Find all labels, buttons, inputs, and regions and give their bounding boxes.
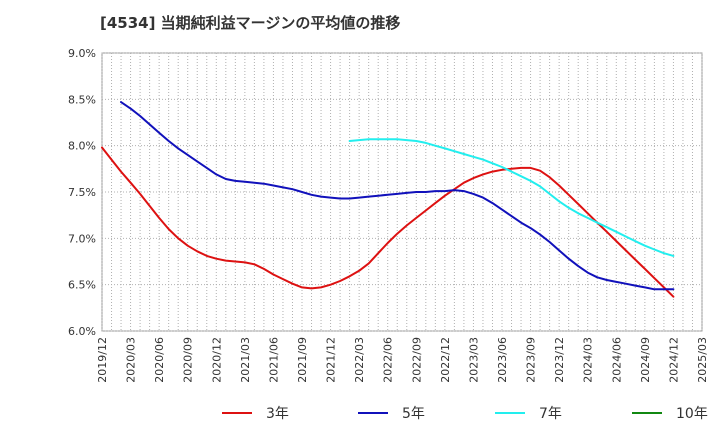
chart-title: [4534] 当期純利益マージンの平均値の推移 bbox=[100, 14, 401, 32]
x-tick-label: 2023/12 bbox=[553, 337, 566, 383]
y-tick-label: 9.0% bbox=[68, 47, 96, 60]
x-tick-label: 2021/03 bbox=[239, 337, 252, 383]
x-tick-label: 2019/12 bbox=[96, 337, 109, 383]
y-tick-label: 7.0% bbox=[68, 232, 96, 245]
x-tick-label: 2022/06 bbox=[382, 337, 395, 383]
x-tick-label: 2022/03 bbox=[353, 337, 366, 383]
legend-label: 7年 bbox=[539, 406, 562, 422]
x-tick-label: 2024/12 bbox=[667, 337, 680, 383]
x-tick-label: 2020/09 bbox=[182, 337, 195, 383]
x-tick-label: 2020/03 bbox=[125, 337, 138, 383]
y-tick-label: 7.5% bbox=[68, 186, 96, 199]
y-tick-label: 6.5% bbox=[68, 279, 96, 292]
legend-label: 3年 bbox=[266, 406, 289, 422]
x-tick-label: 2022/09 bbox=[410, 337, 423, 383]
series-line-2 bbox=[120, 101, 675, 291]
x-tick-label: 2024/09 bbox=[639, 337, 652, 383]
x-tick-label: 2021/09 bbox=[296, 337, 309, 383]
x-tick-label: 2024/03 bbox=[582, 337, 595, 383]
x-tick-label: 2020/06 bbox=[153, 337, 166, 383]
x-tick-label: 2023/03 bbox=[467, 337, 480, 383]
series-line-3 bbox=[348, 138, 675, 257]
x-tick-label: 2023/09 bbox=[525, 337, 538, 383]
x-tick-label: 2021/12 bbox=[325, 337, 338, 383]
x-tick-label: 2024/06 bbox=[610, 337, 623, 383]
y-tick-label: 8.0% bbox=[68, 140, 96, 153]
x-tick-label: 2020/12 bbox=[210, 337, 223, 383]
legend-label: 5年 bbox=[402, 406, 425, 422]
y-tick-label: 6.0% bbox=[68, 325, 96, 338]
y-tick-label: 8.5% bbox=[68, 93, 96, 106]
x-tick-label: 2022/12 bbox=[439, 337, 452, 383]
legend-label: 10年 bbox=[676, 406, 708, 422]
x-tick-label: 2023/06 bbox=[496, 337, 509, 383]
series-line-1 bbox=[101, 146, 675, 298]
x-tick-label: 2021/06 bbox=[267, 337, 280, 383]
x-tick-label: 2025/03 bbox=[696, 337, 709, 383]
